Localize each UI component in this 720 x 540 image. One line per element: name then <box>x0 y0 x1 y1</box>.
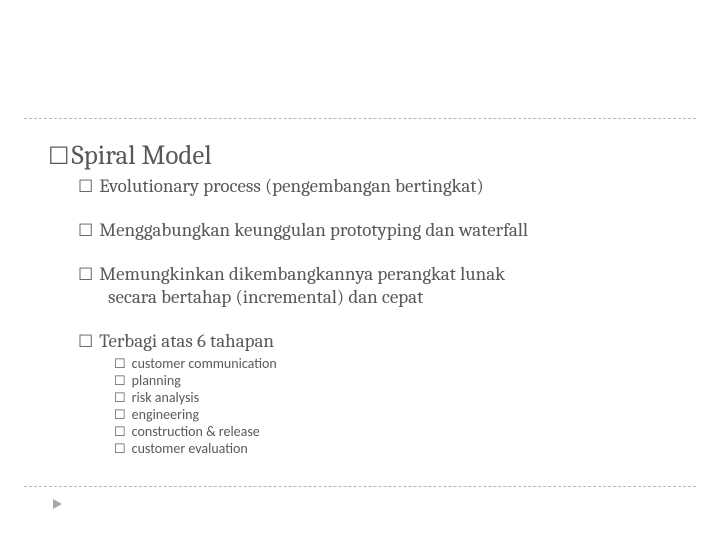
stage-text: risk analysis <box>132 390 199 406</box>
bullet-item: ☐ Terbagi atas 6 tahapan <box>78 330 680 354</box>
stage-item: ☐ customer evaluation <box>114 441 680 457</box>
bullet-icon: ☐ <box>78 332 93 352</box>
stage-item: ☐ engineering <box>114 407 680 423</box>
bullet-text: Terbagi atas 6 tahapan <box>99 330 274 354</box>
bullet-icon: ☐ <box>114 357 126 372</box>
bullet-item: ☐ Menggabungkan keunggulan prototyping d… <box>78 219 680 243</box>
bullet-text: Evolutionary process (pengembangan berti… <box>99 175 484 199</box>
bullet-text: Memungkinkan dikembangkannya perangkat l… <box>99 263 505 287</box>
stage-text: customer communication <box>132 356 277 372</box>
heading-bullet-icon: ☐ <box>48 145 70 169</box>
stage-text: customer evaluation <box>132 441 248 457</box>
stage-item: ☐ planning <box>114 373 680 389</box>
bullet-text: Menggabungkan keunggulan prototyping dan… <box>99 219 528 243</box>
bullet-icon: ☐ <box>78 265 93 285</box>
bullet-icon: ☐ <box>114 425 126 440</box>
stage-text: construction & release <box>132 424 260 440</box>
slide-content: ☐ Spiral Model ☐ Evolutionary process (p… <box>48 140 680 457</box>
divider-bottom <box>24 486 696 487</box>
stage-text: engineering <box>132 407 199 423</box>
stage-text: planning <box>132 373 181 389</box>
footer-arrow-icon <box>50 496 66 512</box>
heading-row: ☐ Spiral Model <box>48 140 680 171</box>
stage-item: ☐ construction & release <box>114 424 680 440</box>
bullet-icon: ☐ <box>114 442 126 457</box>
bullet-icon: ☐ <box>78 221 93 241</box>
stages-list: ☐ customer communication ☐ planning ☐ ri… <box>114 356 680 458</box>
stage-item: ☐ customer communication <box>114 356 680 372</box>
bullet-text-continuation: secara bertahap (incremental) dan cepat <box>108 286 680 310</box>
bullet-item: ☐ Memungkinkan dikembangkannya perangkat… <box>78 263 680 287</box>
bullet-icon: ☐ <box>114 408 126 423</box>
bullet-icon: ☐ <box>114 374 126 389</box>
bullet-icon: ☐ <box>78 177 93 197</box>
divider-top <box>24 118 696 119</box>
bullet-item: ☐ Evolutionary process (pengembangan ber… <box>78 175 680 199</box>
bullet-icon: ☐ <box>114 391 126 406</box>
stage-item: ☐ risk analysis <box>114 390 680 406</box>
heading-text: Spiral Model <box>72 140 212 171</box>
